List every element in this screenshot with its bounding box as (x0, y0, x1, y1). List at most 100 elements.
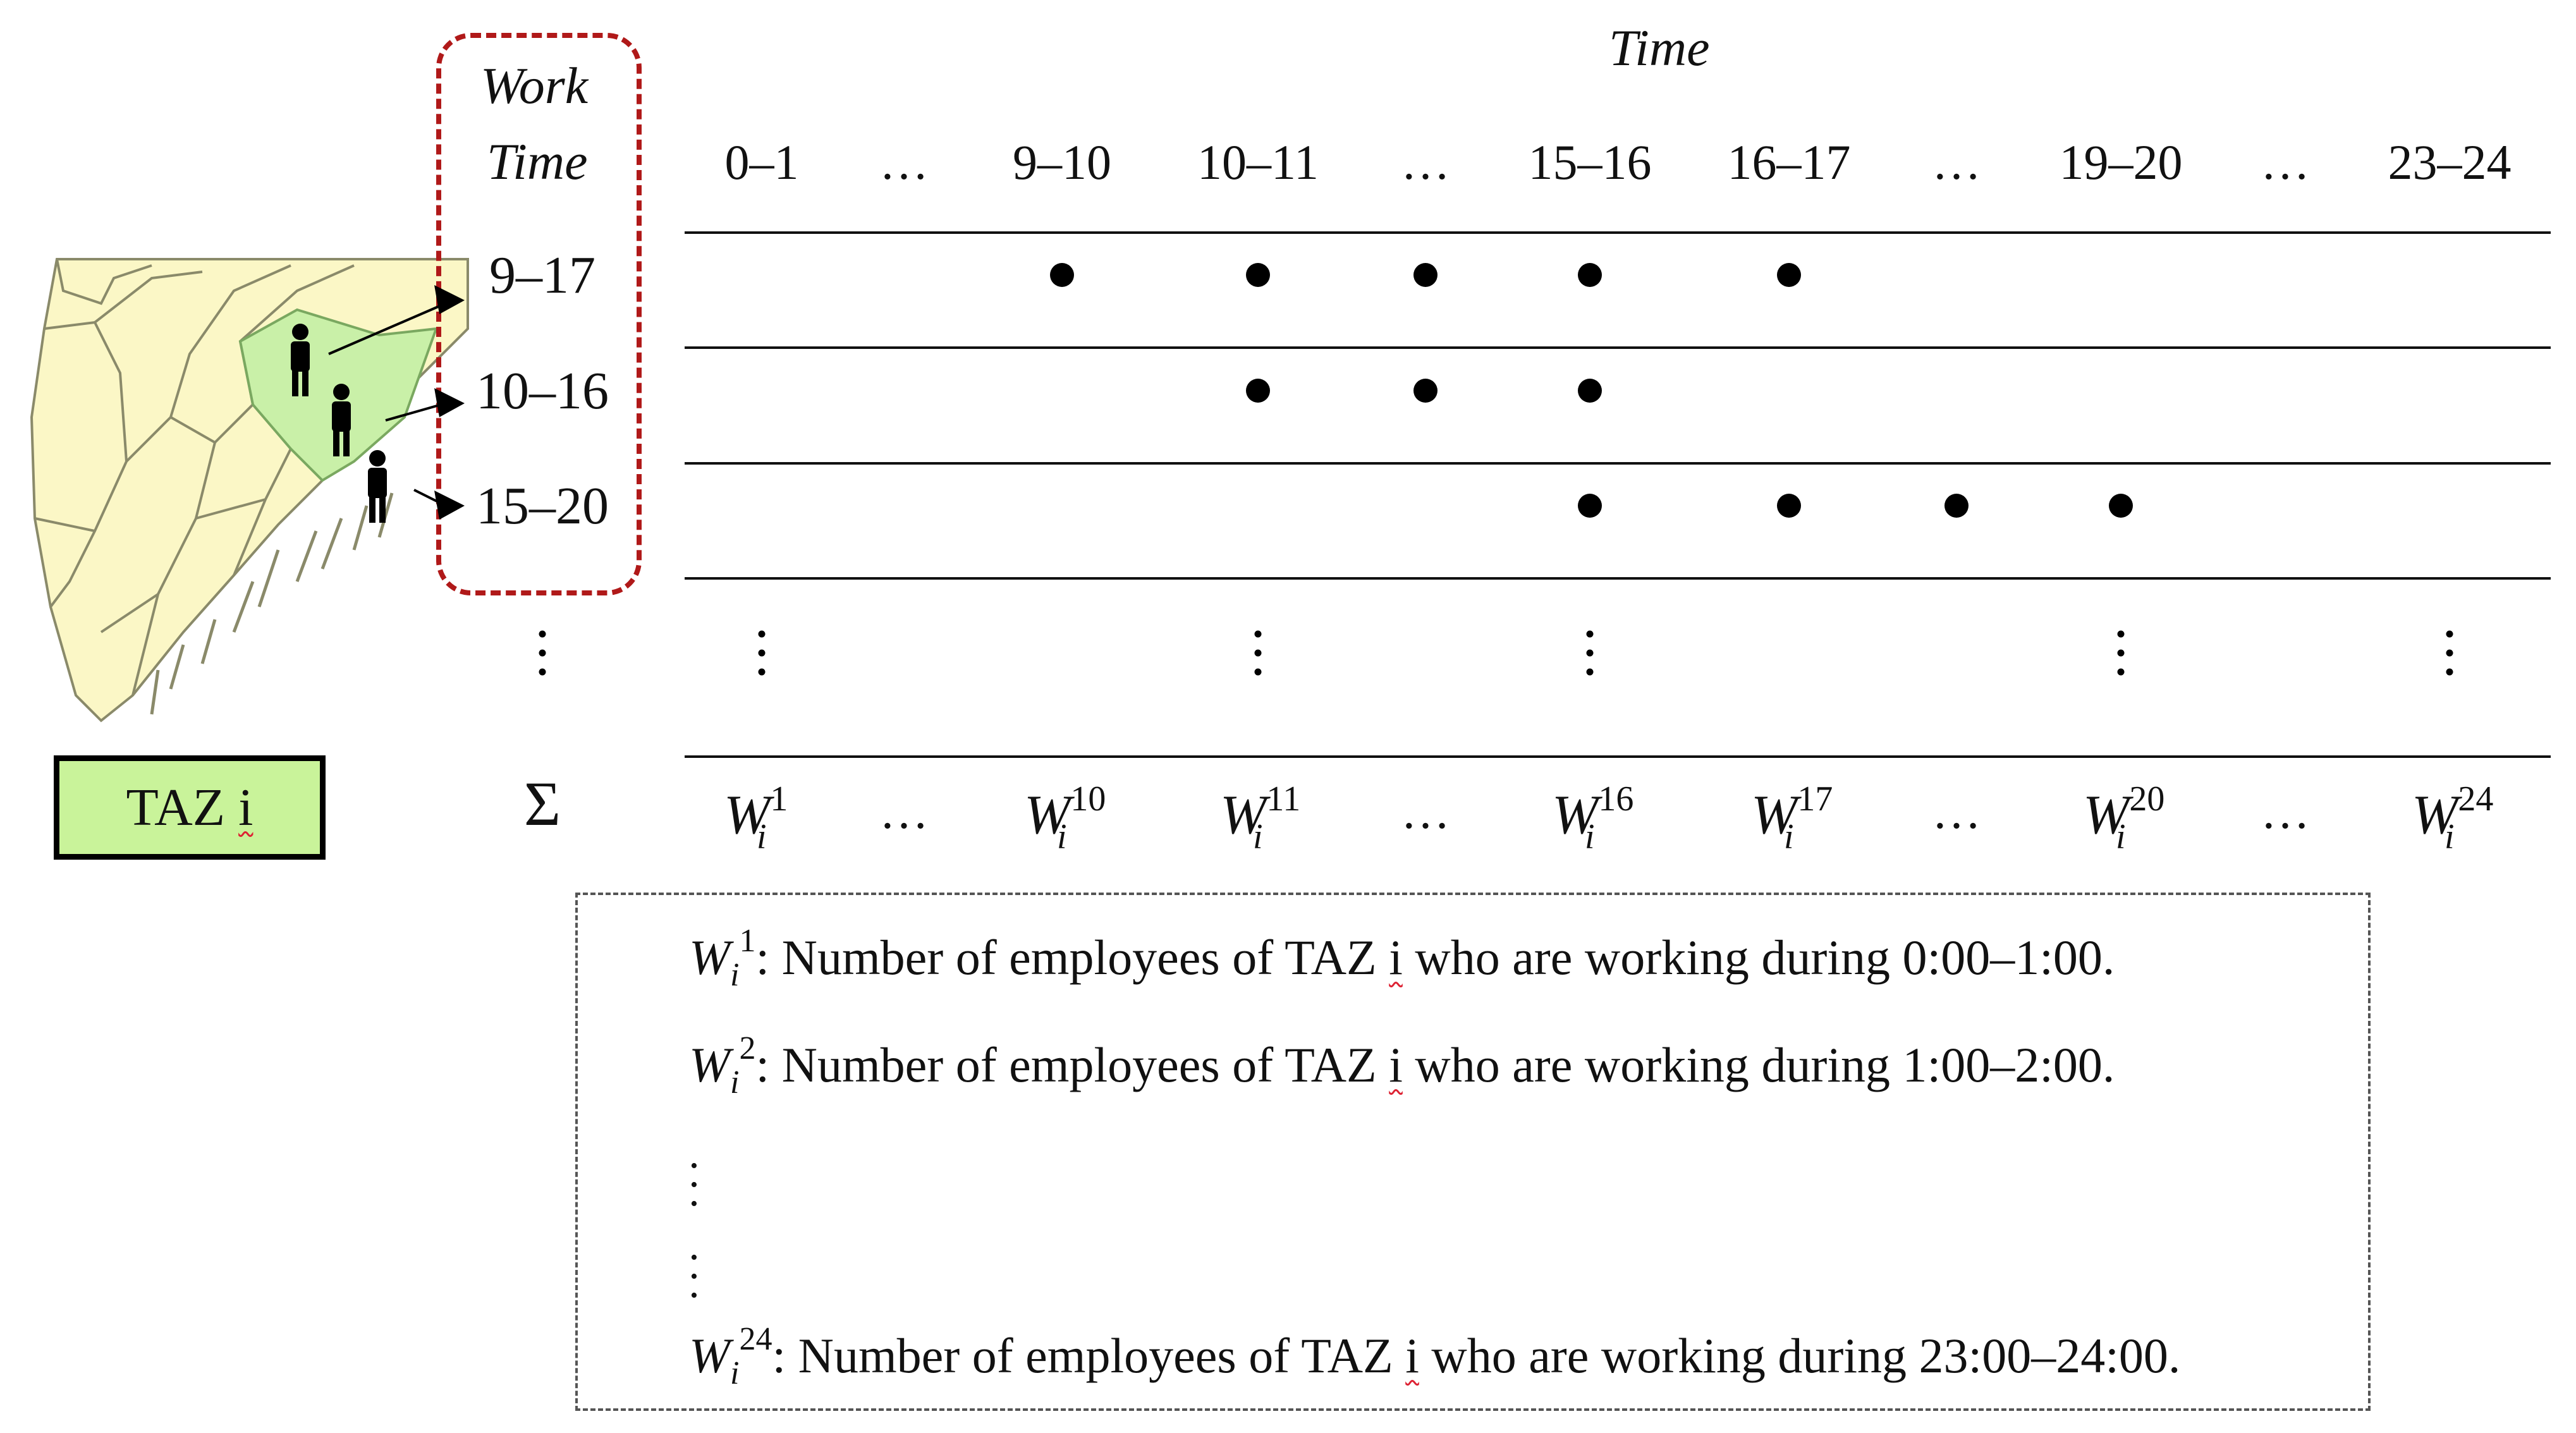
work-indicator-dot (1777, 494, 1801, 518)
sum-ellipsis: … (1401, 784, 1450, 839)
vertical-ellipsis (2117, 668, 2125, 676)
definition-sup: 1 (739, 923, 756, 959)
time-column-header: … (2261, 135, 2310, 190)
sum-ellipsis: … (1932, 784, 1981, 839)
vertical-ellipsis (2117, 649, 2125, 657)
definition-text-before: : Number of employees of TAZ (755, 1037, 1389, 1092)
arrow-head (434, 285, 465, 314)
sum-term: W10 (1024, 779, 1106, 846)
definition-text-before: : Number of employees of TAZ (755, 930, 1389, 985)
definition-taz-index: i (1389, 930, 1403, 985)
vertical-ellipsis (539, 668, 546, 676)
person-icon (332, 384, 351, 456)
person-icon (368, 450, 387, 523)
sum-term-subscript: i (2445, 817, 2455, 857)
vertical-ellipsis (1586, 668, 1594, 676)
vertical-ellipsis (2446, 668, 2453, 676)
vertical-ellipsis (2446, 630, 2453, 638)
time-title: Time (1609, 19, 1710, 76)
vertical-ellipsis (1586, 649, 1594, 657)
vertical-ellipsis: • • • (690, 1246, 698, 1307)
sum-term: W20 (2083, 779, 2164, 846)
sum-term-subscript: i (2116, 817, 2126, 857)
sum-symbol: Σ (524, 769, 561, 839)
taz-label-box: TAZ i (54, 755, 326, 860)
sum-term-subscript: i (1057, 817, 1067, 857)
definition-index-sub: i (729, 1355, 740, 1391)
vertical-ellipsis (2117, 630, 2125, 638)
definition-line: Wi1: Number of employees of TAZ i who ar… (689, 923, 2115, 993)
arrow-line (385, 402, 446, 422)
definition-sup: 24 (739, 1321, 772, 1357)
work-indicator-dot (1050, 263, 1074, 287)
vertical-ellipsis (1254, 649, 1262, 657)
definition-symbol: W (689, 1328, 730, 1383)
time-column-header: … (1932, 135, 1981, 190)
vertical-ellipsis (758, 668, 766, 676)
vertical-ellipsis (1254, 668, 1262, 676)
work-indicator-dot (1578, 494, 1602, 518)
work-time-header-line2: Time (487, 133, 588, 190)
time-column-header: 9–10 (1013, 135, 1111, 190)
time-column-header: … (1401, 135, 1450, 190)
sum-term-subscript: i (757, 817, 767, 857)
definition-text-before: : Number of employees of TAZ (772, 1328, 1406, 1383)
definition-taz-index: i (1405, 1328, 1419, 1383)
arrow-head (434, 388, 465, 417)
person-icon (291, 324, 310, 396)
definition-text-after: who are working during 1:00–2:00. (1402, 1037, 2115, 1092)
time-column-header: 15–16 (1529, 135, 1652, 190)
vertical-ellipsis (1586, 630, 1594, 638)
arrow-head (434, 491, 465, 520)
time-column-header: … (879, 135, 929, 190)
definition-symbol: W (689, 930, 730, 985)
work-time-grid: 0–1 … 9–10 10–11 … 15–16 16–17 … 19–20 … 23–24 9–17… (328, 135, 2551, 857)
sum-term-subscript: i (1253, 817, 1263, 857)
sum-ellipsis: … (2261, 784, 2310, 839)
vertical-ellipsis (1254, 630, 1262, 638)
work-indicator-dot (1578, 379, 1602, 403)
sum-term: W1 (724, 779, 788, 846)
taz-label-prefix: TAZ (126, 778, 226, 837)
definitions-box (575, 893, 2371, 1411)
work-indicator-dot (1578, 263, 1602, 287)
work-time-label: 10–16 (476, 362, 609, 420)
arrow-line (328, 302, 446, 355)
sum-term-subscript: i (1784, 817, 1794, 857)
definition-text-after: who are working during 0:00–1:00. (1402, 930, 2115, 985)
time-column-header: 16–17 (1728, 135, 1851, 190)
definition-text-after: who are working during 23:00–24:00. (1419, 1328, 2181, 1383)
work-indicator-dot (1246, 263, 1270, 287)
definition-index-sub: i (729, 1064, 740, 1101)
time-column-header: 0–1 (725, 135, 799, 190)
time-column-header: 19–20 (2060, 135, 2183, 190)
time-column-header: 23–24 (2388, 135, 2512, 190)
sum-term: W16 (1552, 779, 1633, 846)
vertical-ellipsis (758, 630, 766, 638)
sum-ellipsis: … (879, 784, 929, 839)
definition-symbol: W (689, 1037, 730, 1092)
vertical-ellipsis (539, 649, 546, 657)
time-column-header: 10–11 (1197, 135, 1319, 190)
sum-term: W11 (1220, 779, 1300, 846)
work-indicator-dot (1413, 379, 1438, 403)
work-time-header-line1: Work (480, 57, 589, 114)
sum-term-subscript: i (1585, 817, 1595, 857)
vertical-ellipsis (758, 649, 766, 657)
work-time-frame (436, 33, 642, 595)
definition-taz-index: i (1389, 1037, 1403, 1092)
work-indicator-dot (2109, 494, 2133, 518)
work-time-label: 15–20 (476, 477, 609, 535)
definition-sup: 2 (739, 1030, 756, 1066)
vertical-ellipsis: • • • (690, 1154, 698, 1216)
vertical-ellipsis (539, 630, 546, 638)
work-indicator-dot (1944, 494, 1969, 518)
taz-label-index: i (238, 778, 253, 837)
sum-term: W24 (2412, 779, 2493, 846)
definition-line: Wi24: Number of employees of TAZ i who a… (689, 1321, 2181, 1391)
vertical-ellipsis (2446, 649, 2453, 657)
work-indicator-dot (1413, 263, 1438, 287)
work-time-label: 9–17 (489, 246, 595, 305)
work-indicator-dot (1777, 263, 1801, 287)
work-indicator-dot (1246, 379, 1270, 403)
